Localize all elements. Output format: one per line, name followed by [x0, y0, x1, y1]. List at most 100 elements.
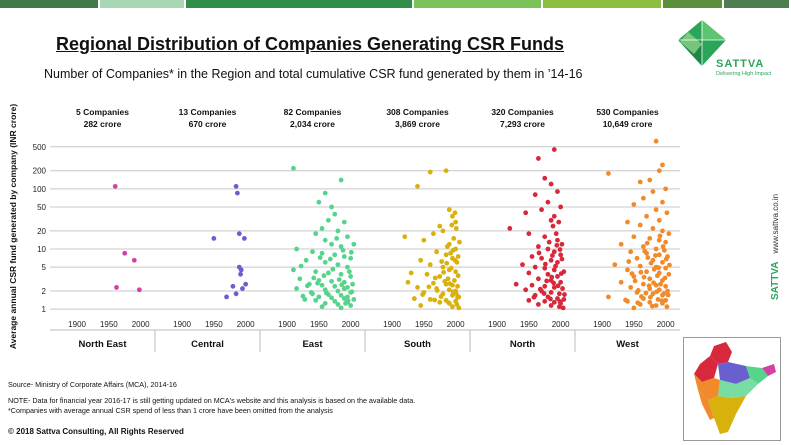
region-name-label: West [616, 339, 639, 350]
data-point [427, 169, 433, 175]
data-point [643, 290, 649, 296]
data-point [456, 305, 462, 311]
data-point [550, 223, 556, 229]
data-point [348, 255, 354, 261]
data-point [660, 228, 665, 234]
x-tick-label: 1900 [68, 320, 86, 329]
data-point [647, 177, 653, 183]
data-point [450, 247, 456, 253]
data-point [626, 259, 632, 264]
data-point [442, 278, 448, 284]
data-point [650, 189, 656, 194]
data-point [322, 300, 328, 306]
data-point [434, 249, 439, 255]
data-point [526, 231, 532, 237]
y-tick-label: 50 [37, 203, 46, 212]
data-point [660, 259, 665, 265]
data-point [455, 254, 461, 259]
data-point [542, 283, 548, 289]
side-brand: SATTVA www.sattva.co.in [770, 170, 784, 300]
data-point [418, 303, 424, 308]
data-point [656, 168, 662, 174]
data-point [654, 273, 660, 279]
region-fund-label: 282 crore [84, 119, 122, 129]
data-point [546, 239, 552, 245]
data-point [549, 274, 555, 280]
data-point [332, 283, 338, 289]
copyright: © 2018 Sattva Consulting, All Rights Res… [8, 427, 184, 436]
data-point [556, 291, 562, 297]
data-point [653, 138, 659, 144]
data-point [535, 244, 541, 249]
region-companies-label: 5 Companies [76, 107, 129, 117]
top-bar-segment [724, 0, 789, 8]
data-point [558, 271, 564, 277]
data-point [338, 177, 344, 183]
data-point [455, 273, 461, 279]
data-point [635, 288, 641, 293]
data-point [555, 259, 560, 265]
data-point [451, 236, 457, 241]
data-point [548, 217, 554, 223]
data-point [319, 282, 325, 288]
data-point [327, 256, 333, 262]
data-point [349, 289, 355, 295]
data-point [548, 289, 554, 295]
data-point [647, 236, 653, 241]
data-point [545, 271, 551, 277]
x-tick-label: 2000 [342, 320, 360, 329]
data-point [523, 287, 529, 293]
page-title: Regional Distribution of Companies Gener… [56, 34, 565, 54]
data-point [558, 279, 564, 285]
data-point [542, 234, 548, 240]
data-point [545, 199, 551, 205]
top-bar-segment [0, 0, 99, 8]
data-point [351, 241, 357, 247]
data-point [313, 231, 319, 237]
data-point [545, 246, 551, 252]
data-point [618, 279, 624, 285]
data-point [230, 283, 236, 289]
data-point [656, 217, 662, 223]
data-point [233, 291, 239, 297]
data-point [332, 211, 338, 217]
data-point [411, 296, 417, 301]
data-point [303, 257, 309, 263]
region-fund-label: 670 crore [189, 119, 227, 129]
data-point [647, 294, 653, 300]
data-point [560, 305, 566, 311]
data-point [450, 213, 455, 219]
data-point [313, 269, 319, 275]
data-point [653, 207, 659, 213]
data-point [341, 219, 347, 225]
data-point [664, 210, 670, 216]
y-tick-label: 5 [42, 263, 47, 272]
data-point [294, 246, 300, 252]
data-point [539, 207, 544, 213]
data-point [559, 256, 565, 262]
data-point [302, 297, 308, 302]
data-point [640, 195, 646, 201]
data-point [351, 297, 357, 302]
data-point [529, 282, 535, 288]
data-point [542, 265, 548, 271]
data-point [663, 186, 669, 192]
top-bar-segment [100, 0, 184, 8]
data-point [322, 237, 328, 243]
data-point [322, 190, 328, 196]
data-point [542, 175, 548, 181]
data-point [233, 183, 239, 189]
x-tick-label: 1950 [520, 320, 538, 329]
data-point [544, 278, 550, 284]
data-point [623, 297, 628, 303]
data-point [348, 303, 354, 308]
data-point [664, 304, 670, 310]
data-point [644, 213, 649, 219]
data-point [440, 264, 446, 270]
data-point [291, 267, 296, 273]
data-point [650, 226, 656, 231]
x-tick-label: 1950 [625, 320, 643, 329]
data-point [324, 290, 329, 296]
sattva-diamond-logo-icon [678, 20, 726, 66]
data-point [444, 260, 450, 266]
